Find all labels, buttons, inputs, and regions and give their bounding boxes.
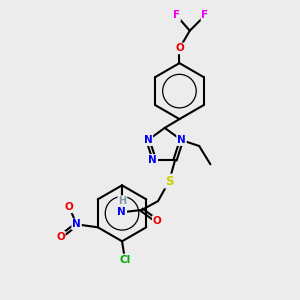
Text: O: O — [56, 232, 65, 242]
Text: N: N — [117, 207, 126, 217]
Text: N: N — [143, 135, 152, 145]
Text: F: F — [202, 11, 208, 20]
Text: N: N — [177, 135, 186, 145]
Text: N: N — [148, 155, 157, 165]
Text: F: F — [173, 11, 180, 20]
Text: S: S — [165, 175, 173, 188]
Text: O: O — [65, 202, 74, 212]
Text: O: O — [175, 44, 184, 53]
Text: O: O — [153, 216, 161, 226]
Text: Cl: Cl — [119, 254, 130, 265]
Text: N: N — [72, 219, 81, 229]
Text: H: H — [118, 196, 127, 206]
